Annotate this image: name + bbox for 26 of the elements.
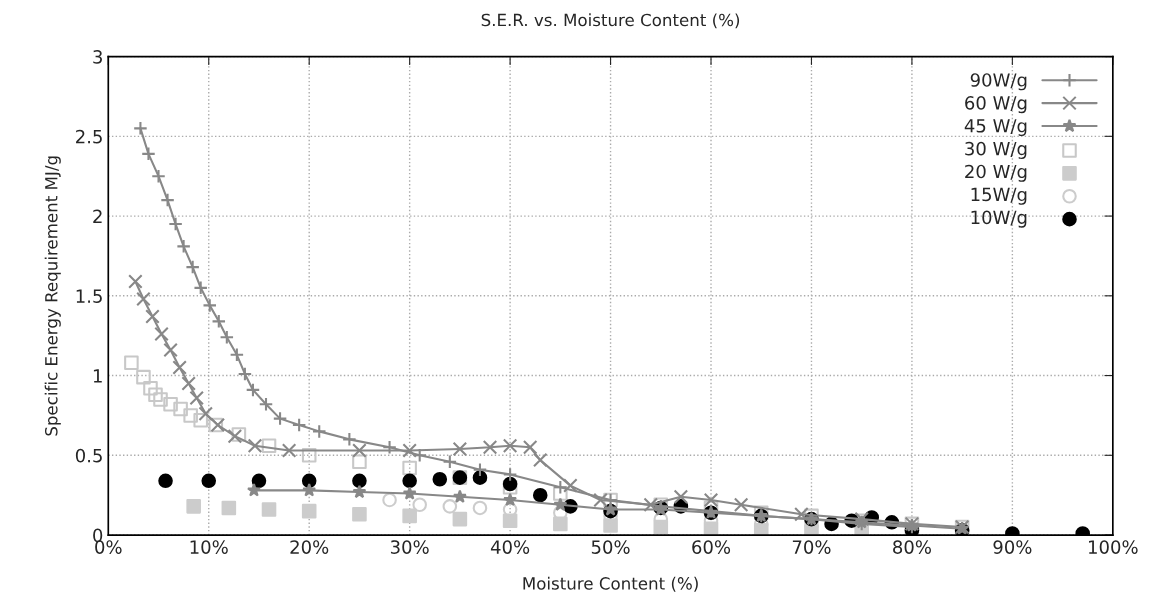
legend-label: 90W/g xyxy=(970,73,1027,91)
chart-title: S.E.R. vs. Moisture Content (%) xyxy=(481,13,740,29)
x-tick-label: 30% xyxy=(390,540,429,554)
x-tick-label: 10% xyxy=(190,540,228,554)
legend-label: 15W/g xyxy=(971,187,1027,205)
y-tick-label: 0.5 xyxy=(75,448,102,463)
y-tick-label: 1 xyxy=(93,369,102,383)
x-tick-label: 100% xyxy=(1089,540,1138,554)
legend-label: 20 W/g xyxy=(965,164,1027,182)
x-tick-label: 50% xyxy=(591,540,630,554)
y-tick-label: 3 xyxy=(93,50,102,64)
x-tick-label: 70% xyxy=(792,540,831,554)
x-tick-label: 60% xyxy=(692,540,731,554)
legend-label: 30 W/g xyxy=(965,141,1027,159)
legend-label: 60 W/g xyxy=(965,96,1027,114)
x-tick-label: 20% xyxy=(290,540,329,554)
y-tick-label: 1.5 xyxy=(76,289,102,303)
x-tick-label: 40% xyxy=(490,540,530,554)
x-axis-title: Moisture Content (%) xyxy=(523,576,698,592)
y-tick-label: 2 xyxy=(93,209,102,223)
y-axis-title: Specific Energy Requirement MJ/g xyxy=(44,156,61,436)
legend-label: 45 W/g xyxy=(964,119,1027,137)
x-tick-label: 80% xyxy=(893,540,931,554)
x-tick-label: 90% xyxy=(993,540,1032,554)
legend-label: 10W/g xyxy=(971,210,1027,228)
y-tick-label: 2.5 xyxy=(76,129,102,144)
